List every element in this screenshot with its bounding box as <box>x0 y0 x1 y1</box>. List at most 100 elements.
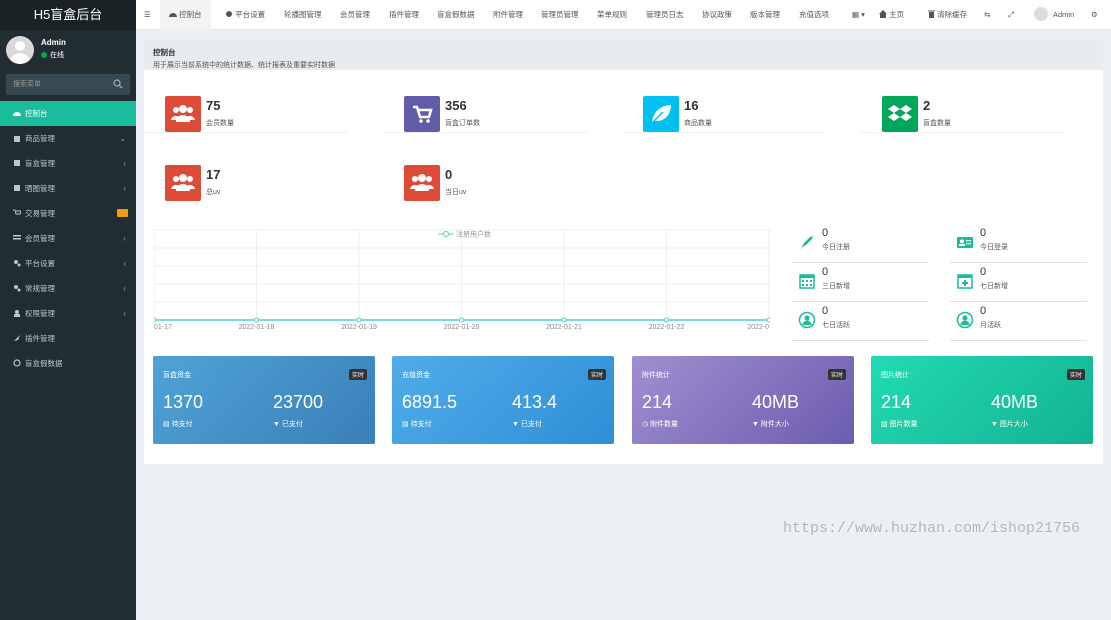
mini-stat-today-register: 0 今日注册 <box>792 227 929 263</box>
tab-version[interactable]: 版本管理 <box>750 10 780 19</box>
sidebar-item-fakedata[interactable]: 盲盒假数据 <box>0 351 136 376</box>
tab-dashboard[interactable]: 控制台 <box>160 0 211 30</box>
chart-point[interactable] <box>561 317 567 323</box>
card-recharge-funds: 充值资金 实时 6891.5 413.4 ▤ 待支付 ▼ 已支付 <box>392 356 614 444</box>
stat-value: 16 <box>684 98 699 113</box>
sidebar-item-platform[interactable]: 平台设置 ‹ <box>0 251 136 276</box>
mini-stat-7day-active: 0 七日活跃 <box>792 305 929 341</box>
avatar <box>1034 7 1048 21</box>
fullscreen-icon[interactable]: ⤢ <box>1008 10 1014 19</box>
sidebar-item-general[interactable]: 常规管理 ‹ <box>0 276 136 301</box>
clipboard-icon: ▤ <box>163 421 172 428</box>
users-icon <box>404 165 440 201</box>
sidebar-item-blindbox[interactable]: 盲盒管理 ‹ <box>0 151 136 176</box>
chart-point[interactable] <box>356 317 362 323</box>
clock-icon: ◷ <box>642 421 651 428</box>
realtime-badge: 实时 <box>1066 369 1085 380</box>
card-label-text: 附件数量 <box>650 421 679 428</box>
card-label-text: 已支付 <box>281 421 303 428</box>
sidebar-item-label: 插件管理 <box>25 334 55 343</box>
chevron-left-icon: ‹ <box>123 234 126 243</box>
content-header: 控制台 用于展示当前系统中的统计数据、统计报表及重要实时数据 <box>144 40 1103 70</box>
user-name: Admin <box>41 38 66 47</box>
sidebar-item-photos[interactable]: 晒图管理 ‹ <box>0 176 136 201</box>
tab-fakedata[interactable]: 盲盒假数据 <box>437 10 475 19</box>
page-subtitle: 用于展示当前系统中的统计数据、统计报表及重要实时数据 <box>153 62 335 69</box>
tab-policy[interactable]: 协议政策 <box>702 10 732 19</box>
clear-cache-button[interactable]: 清除缓存 <box>928 0 967 30</box>
sidebar-item-dashboard[interactable]: 控制台 <box>0 101 136 126</box>
home-label: 主页 <box>889 10 905 19</box>
rocket-icon <box>801 236 813 248</box>
stat-today-uv: 0 当日uv <box>383 156 587 202</box>
card-label-text: 待支付 <box>410 421 432 428</box>
sidebar-item-members[interactable]: 会员管理 ‹ <box>0 226 136 251</box>
card-value-size: 40MB <box>991 392 1039 412</box>
dropbox-icon <box>14 185 20 191</box>
filter-icon: ▼ <box>512 421 521 428</box>
card-label-text: 附件大小 <box>760 421 789 428</box>
tab-admins[interactable]: 管理员管理 <box>541 10 579 19</box>
mini-stat-value: 0 <box>822 305 829 317</box>
id-card-icon <box>957 237 973 248</box>
trash-icon <box>928 10 935 18</box>
search-icon[interactable] <box>113 79 123 89</box>
home-link[interactable]: 主页 <box>879 0 904 30</box>
gears-icon <box>14 285 21 292</box>
sidebar-item-trade[interactable]: 交易管理 <box>0 201 136 226</box>
language-icon[interactable]: ⇆ <box>984 10 991 19</box>
tab-platform-settings[interactable]: 平台设置 <box>225 0 265 30</box>
gear-icon <box>226 11 232 17</box>
card-value-count: 214 <box>642 392 673 412</box>
app-logo[interactable]: H5盲盒后台 <box>0 0 136 30</box>
stat-value: 75 <box>206 98 221 113</box>
grid-menu-icon[interactable]: ▦ ▾ <box>852 10 865 19</box>
mini-stat-value: 0 <box>980 227 987 239</box>
chart-x-axis: 01-17 2022-01-18 2022-01-19 2022-01-20 2022-… <box>154 324 769 330</box>
stat-value: 356 <box>445 98 467 113</box>
chart-point[interactable] <box>254 317 259 323</box>
stat-value: 17 <box>206 167 221 182</box>
chart-legend-label: 注册用户数 <box>456 230 491 239</box>
stat-value: 2 <box>923 98 931 113</box>
tab-menu-rules[interactable]: 菜单规则 <box>597 10 627 19</box>
stat-label: 盲盒数量 <box>923 120 951 127</box>
sidebar-item-label: 交易管理 <box>25 209 55 218</box>
card-title: 充值资金 <box>402 372 430 379</box>
mini-stat-label: 今日注册 <box>822 244 850 251</box>
online-dot-icon <box>41 52 47 58</box>
users-icon <box>165 96 201 132</box>
watermark: https://www.huzhan.com/ishop21756 <box>783 520 1081 537</box>
mini-stat-7day-new: 0 七日新增 <box>950 266 1087 302</box>
sidebar-item-auth[interactable]: 权限管理 ‹ <box>0 301 136 326</box>
card-label-count: ▨ 图片数量 <box>881 419 918 429</box>
settings-gear-icon[interactable]: ⚙ <box>1091 10 1098 19</box>
chart-legend[interactable]: 注册用户数 <box>438 230 491 239</box>
mini-stat-label: 七日活跃 <box>822 322 850 329</box>
tab-admin-log[interactable]: 管理员日志 <box>646 10 684 19</box>
dashboard-icon <box>169 13 177 17</box>
sidebar: H5盲盒后台 Admin 在线 控制台 商品管理 ⌄ 盲盒管理 ‹ 晒图管理 ‹ 交易… <box>0 0 136 620</box>
chart-x-tick-label: 2022-01-19 <box>341 324 377 330</box>
rocket-icon <box>14 335 20 341</box>
chart-point[interactable] <box>459 317 464 323</box>
stat-label: 当日uv <box>445 189 467 196</box>
sidebar-item-plugins[interactable]: 插件管理 <box>0 326 136 351</box>
tab-recharge[interactable]: 充值选项 <box>799 10 829 19</box>
chart-point[interactable] <box>664 317 669 323</box>
sidebar-item-goods[interactable]: 商品管理 ⌄ <box>0 126 136 151</box>
realtime-badge: 实时 <box>348 369 367 380</box>
chevron-left-icon: ‹ <box>123 284 126 293</box>
mini-stat-value: 0 <box>980 266 987 278</box>
image-icon: ▨ <box>881 421 890 428</box>
tab-attachments[interactable]: 附件管理 <box>493 10 523 19</box>
tab-plugins[interactable]: 插件管理 <box>389 10 419 19</box>
chart-point[interactable] <box>154 317 157 323</box>
search-input[interactable] <box>6 74 106 95</box>
user-menu[interactable]: Admin <box>1034 0 1074 30</box>
tab-banner[interactable]: 轮播图管理 <box>284 10 322 19</box>
menu-toggle-icon[interactable]: ☰ <box>144 10 151 19</box>
tab-members[interactable]: 会员管理 <box>340 10 370 19</box>
chart-point[interactable] <box>766 317 770 323</box>
card-value-count: 214 <box>881 392 912 412</box>
